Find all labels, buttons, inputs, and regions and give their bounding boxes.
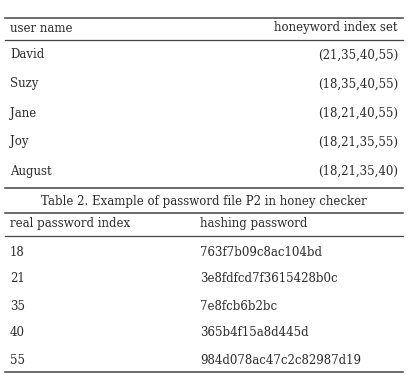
Text: Table 2. Example of password file P2 in honey checker: Table 2. Example of password file P2 in … xyxy=(41,194,367,208)
Text: 984d078ac47c2c82987d19: 984d078ac47c2c82987d19 xyxy=(200,353,361,367)
Text: real password index: real password index xyxy=(10,218,130,230)
Text: honeyword index set: honeyword index set xyxy=(275,21,398,34)
Text: (18,21,35,40): (18,21,35,40) xyxy=(318,165,398,178)
Text: August: August xyxy=(10,165,52,178)
Text: (18,21,35,55): (18,21,35,55) xyxy=(318,135,398,148)
Text: 40: 40 xyxy=(10,327,25,340)
Text: 21: 21 xyxy=(10,273,25,285)
Text: user name: user name xyxy=(10,21,73,34)
Text: (18,35,40,55): (18,35,40,55) xyxy=(318,77,398,91)
Text: 365b4f15a8d445d: 365b4f15a8d445d xyxy=(200,327,308,340)
Text: 763f7b09c8ac104bd: 763f7b09c8ac104bd xyxy=(200,245,322,258)
Text: 18: 18 xyxy=(10,245,25,258)
Text: Jane: Jane xyxy=(10,107,36,120)
Text: Suzy: Suzy xyxy=(10,77,38,91)
Text: 7e8fcb6b2bc: 7e8fcb6b2bc xyxy=(200,300,277,313)
Text: Joy: Joy xyxy=(10,135,29,148)
Text: hashing password: hashing password xyxy=(200,218,307,230)
Text: 3e8fdfcd7f3615428b0c: 3e8fdfcd7f3615428b0c xyxy=(200,273,338,285)
Text: 35: 35 xyxy=(10,300,25,313)
Text: David: David xyxy=(10,49,44,61)
Text: (21,35,40,55): (21,35,40,55) xyxy=(318,49,398,61)
Text: (18,21,40,55): (18,21,40,55) xyxy=(318,107,398,120)
Text: 55: 55 xyxy=(10,353,25,367)
